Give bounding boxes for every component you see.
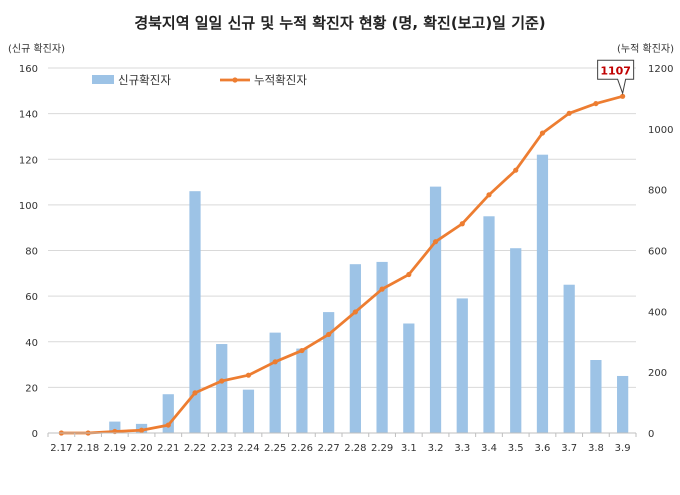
y-right-tick-label: 1000 xyxy=(648,125,673,136)
right-axis-label: (누적 확진자) xyxy=(617,43,674,55)
y-right-tick-label: 800 xyxy=(648,186,667,197)
bar xyxy=(189,191,201,433)
line-point xyxy=(165,422,171,428)
x-tick-label: 2.20 xyxy=(130,443,152,454)
y-left-tick-label: 120 xyxy=(19,155,38,166)
bar xyxy=(216,344,228,433)
line-point xyxy=(513,167,519,173)
callout: 1107 xyxy=(597,59,635,96)
legend-label-line: 누적확진자 xyxy=(254,73,307,87)
bar xyxy=(296,348,308,433)
legend: 신규확진자 누적확진자 xyxy=(92,73,307,87)
legend-label-bar: 신규확진자 xyxy=(118,73,171,87)
bar xyxy=(456,298,468,433)
x-tick-label: 3.1 xyxy=(401,443,417,454)
y-right-tick-label: 200 xyxy=(648,368,667,379)
gridlines xyxy=(48,67,636,388)
line-point xyxy=(432,239,439,245)
bar xyxy=(323,312,335,433)
legend-swatch-line-marker xyxy=(232,77,238,83)
bar xyxy=(536,154,549,433)
x-tick-label: 2.27 xyxy=(318,443,340,454)
x-tick-label: 2.28 xyxy=(344,443,366,454)
line-point xyxy=(245,372,252,378)
y-left-tick-label: 140 xyxy=(19,110,38,121)
bar xyxy=(510,248,522,433)
x-tick-label: 2.29 xyxy=(371,443,393,454)
callout-label: 1107 xyxy=(600,64,631,77)
line-point xyxy=(299,347,305,354)
x-tick-label: 2.23 xyxy=(211,443,233,454)
y-left-tick-label: 160 xyxy=(19,64,38,75)
cumulative-line xyxy=(61,94,623,435)
line-point xyxy=(406,271,412,278)
bar xyxy=(109,421,121,433)
y-right-tick-label: 400 xyxy=(648,307,667,318)
x-tick-label: 2.26 xyxy=(291,443,313,454)
line-point xyxy=(192,390,198,396)
bar xyxy=(349,264,361,433)
bar xyxy=(242,389,255,433)
legend-swatch-bar xyxy=(92,75,114,84)
x-tick-label: 2.19 xyxy=(104,443,126,454)
bar xyxy=(483,216,495,433)
x-tick-label: 3.9 xyxy=(615,443,631,454)
y-left-tick-label: 60 xyxy=(25,292,38,303)
bar xyxy=(162,394,174,433)
line-point xyxy=(566,110,572,116)
line-point xyxy=(219,378,225,384)
line-point xyxy=(459,221,465,227)
bar xyxy=(590,360,602,433)
axes: 0 20 40 60 80 100 120 140 160 0 200 400 600 800 1000 12… xyxy=(19,64,674,454)
line-point xyxy=(486,192,492,198)
line-point xyxy=(326,331,332,338)
line-point xyxy=(138,427,145,433)
line-point xyxy=(379,286,385,292)
x-tick-label: 3.7 xyxy=(561,443,577,454)
bar xyxy=(376,261,388,433)
x-tick-label: 2.17 xyxy=(50,443,72,454)
x-tick-label: 2.24 xyxy=(237,443,259,454)
y-left-tick-label: 40 xyxy=(25,338,38,349)
x-tick-label: 2.25 xyxy=(264,443,286,454)
y-right-tick-label: 0 xyxy=(648,429,654,440)
left-axis-label: (신규 확진자) xyxy=(8,43,65,55)
x-tick-label: 2.22 xyxy=(184,443,206,454)
bar-series xyxy=(109,154,629,433)
bar xyxy=(269,332,281,433)
x-tick-label: 3.5 xyxy=(508,443,524,454)
y-right-tick-label: 600 xyxy=(648,247,667,258)
bar xyxy=(403,323,415,433)
x-tick-label: 3.6 xyxy=(535,443,551,454)
x-tick-label: 3.2 xyxy=(428,443,444,454)
bar xyxy=(429,186,442,433)
x-tick-label: 3.3 xyxy=(454,443,470,454)
callout-box xyxy=(597,59,635,96)
y-left-tick-label: 100 xyxy=(19,201,38,212)
chart-title: 경북지역 일일 신규 및 누적 확진자 현황 (명, 확진(보고)일 기준) xyxy=(134,14,545,32)
bar xyxy=(563,284,575,433)
line-point xyxy=(352,309,358,315)
x-tick-label: 3.8 xyxy=(588,443,604,454)
y-left-tick-label: 80 xyxy=(25,247,38,258)
line-point xyxy=(539,130,546,136)
x-tick-label: 2.18 xyxy=(77,443,99,454)
line-point xyxy=(620,93,626,99)
y-left-tick-label: 20 xyxy=(25,383,38,394)
y-left-tick-label: 0 xyxy=(32,429,38,440)
x-tick-label: 3.4 xyxy=(481,443,497,454)
bar xyxy=(617,375,629,433)
x-tick-label: 2.21 xyxy=(157,443,179,454)
line-point xyxy=(272,359,278,365)
y-right-tick-label: 1200 xyxy=(648,64,673,75)
line-point xyxy=(593,100,599,107)
